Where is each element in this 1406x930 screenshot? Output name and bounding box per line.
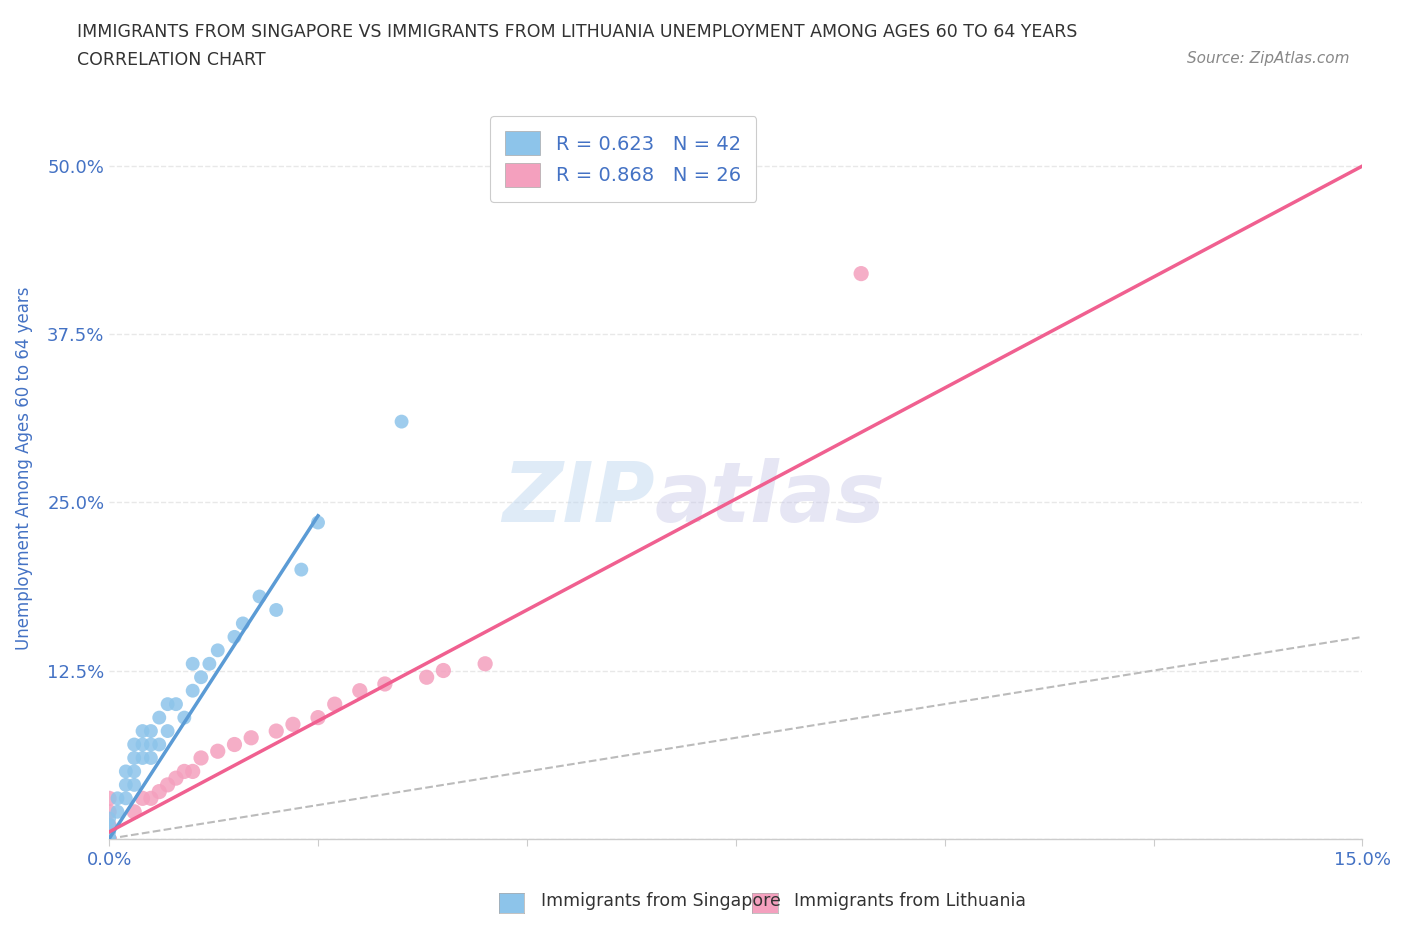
Point xyxy=(131,724,153,738)
Point xyxy=(349,684,371,698)
Point xyxy=(181,764,204,778)
Point xyxy=(207,744,229,759)
Point xyxy=(181,684,204,698)
Point xyxy=(148,737,170,752)
Point xyxy=(190,751,212,765)
Text: Source: ZipAtlas.com: Source: ZipAtlas.com xyxy=(1187,51,1350,66)
Point xyxy=(198,657,221,671)
Point xyxy=(98,817,121,832)
Point xyxy=(323,697,346,711)
Point xyxy=(307,711,329,725)
Point xyxy=(131,790,153,805)
Text: CORRELATION CHART: CORRELATION CHART xyxy=(77,51,266,69)
Point xyxy=(156,724,179,738)
Y-axis label: Unemployment Among Ages 60 to 64 years: Unemployment Among Ages 60 to 64 years xyxy=(15,287,32,650)
Point xyxy=(98,825,121,840)
Point xyxy=(156,697,179,711)
Point xyxy=(98,790,121,805)
Point xyxy=(374,676,396,691)
Point xyxy=(165,697,187,711)
Point xyxy=(131,737,153,752)
Legend: R = 0.623   N = 42, R = 0.868   N = 26: R = 0.623 N = 42, R = 0.868 N = 26 xyxy=(489,116,756,202)
Point xyxy=(107,790,129,805)
Point xyxy=(139,724,162,738)
Point xyxy=(148,784,170,799)
Point xyxy=(249,589,271,604)
Text: Immigrants from Lithuania: Immigrants from Lithuania xyxy=(794,892,1026,910)
Point xyxy=(307,515,329,530)
Point xyxy=(122,764,145,778)
Text: IMMIGRANTS FROM SINGAPORE VS IMMIGRANTS FROM LITHUANIA UNEMPLOYMENT AMONG AGES 6: IMMIGRANTS FROM SINGAPORE VS IMMIGRANTS … xyxy=(77,23,1078,41)
Point xyxy=(849,266,872,281)
Point xyxy=(190,670,212,684)
Point xyxy=(156,777,179,792)
Text: Immigrants from Singapore: Immigrants from Singapore xyxy=(541,892,782,910)
Point xyxy=(139,751,162,765)
Text: atlas: atlas xyxy=(654,458,884,538)
Point xyxy=(165,771,187,786)
Point xyxy=(98,817,121,832)
Point xyxy=(122,751,145,765)
Point xyxy=(114,790,136,805)
Point xyxy=(98,831,121,846)
Point xyxy=(415,670,437,684)
Point xyxy=(232,616,254,631)
Point xyxy=(432,663,454,678)
Point xyxy=(98,831,121,846)
Point xyxy=(107,804,129,819)
Text: ZIP: ZIP xyxy=(502,458,654,538)
Point xyxy=(98,831,121,846)
Point xyxy=(224,737,246,752)
Point xyxy=(114,764,136,778)
Point xyxy=(122,804,145,819)
Point xyxy=(98,831,121,846)
Point xyxy=(281,717,304,732)
Point xyxy=(173,711,195,725)
Point xyxy=(391,414,413,429)
Point xyxy=(98,831,121,846)
Point xyxy=(264,724,287,738)
Point xyxy=(98,831,121,846)
Point xyxy=(240,730,263,745)
Point xyxy=(181,657,204,671)
Point xyxy=(122,737,145,752)
Point xyxy=(139,737,162,752)
Point xyxy=(114,777,136,792)
Point xyxy=(131,751,153,765)
Point xyxy=(98,831,121,846)
Point xyxy=(264,603,287,618)
Point xyxy=(290,562,312,577)
Point xyxy=(139,790,162,805)
Point xyxy=(224,630,246,644)
Point xyxy=(173,764,195,778)
Point xyxy=(98,804,121,819)
Point xyxy=(474,657,496,671)
Point xyxy=(122,777,145,792)
Point xyxy=(148,711,170,725)
Point xyxy=(207,643,229,658)
Point xyxy=(98,811,121,826)
